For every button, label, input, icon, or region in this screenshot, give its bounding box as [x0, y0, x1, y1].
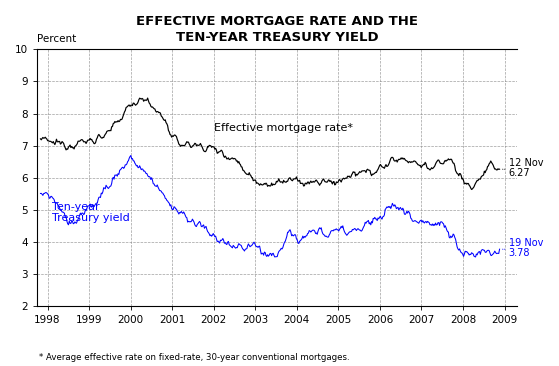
- Title: EFFECTIVE MORTGAGE RATE AND THE
TEN-YEAR TREASURY YIELD: EFFECTIVE MORTGAGE RATE AND THE TEN-YEAR…: [136, 15, 418, 44]
- Text: Percent: Percent: [37, 34, 77, 44]
- Text: Effective mortgage rate*: Effective mortgage rate*: [214, 123, 353, 133]
- Text: 6.27: 6.27: [509, 168, 530, 178]
- Text: 3.78: 3.78: [509, 249, 530, 258]
- Text: 19 Nov: 19 Nov: [509, 238, 543, 248]
- Text: 12 Nov: 12 Nov: [509, 158, 543, 168]
- Text: Ten-year
Treasury yield: Ten-year Treasury yield: [51, 202, 130, 223]
- Text: * Average effective rate on fixed-rate, 30-year conventional mortgages.: * Average effective rate on fixed-rate, …: [39, 353, 350, 362]
